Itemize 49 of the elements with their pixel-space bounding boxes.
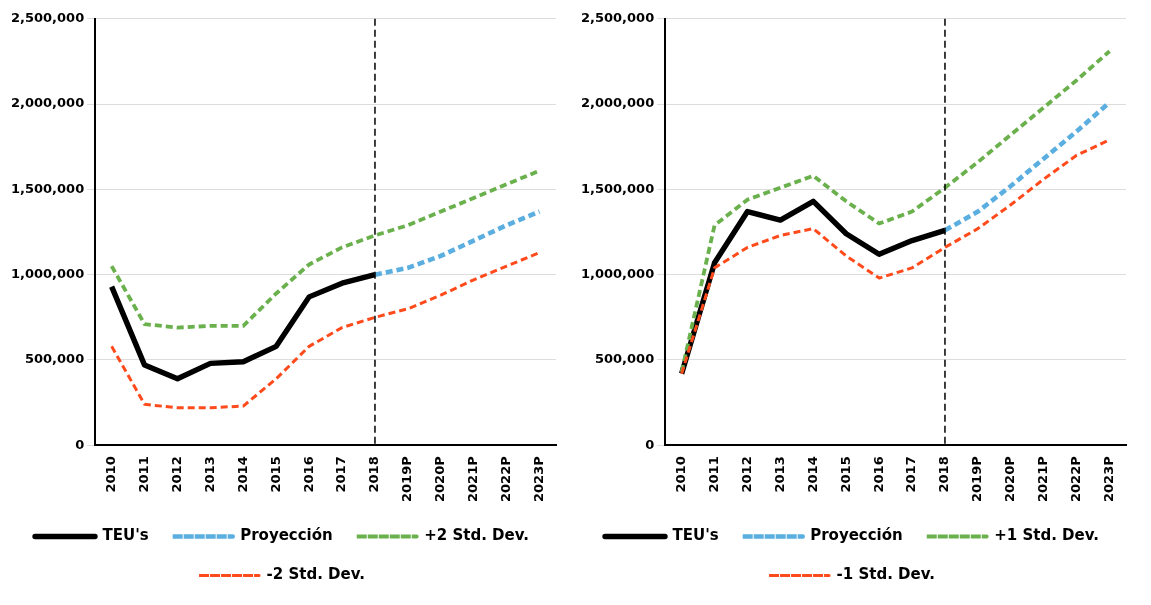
legend-label: TEU's [672,526,719,545]
y-tick-label: 2,000,000 [10,95,85,111]
y-tick-label: 2,500,000 [580,10,655,26]
x-tick-label: 2022P [498,456,513,503]
y-tick-label: 0 [645,436,655,452]
x-tick-label: 2022P [1068,456,1083,503]
legend-label: -2 Std. Dev. [266,565,365,584]
legend-label: -1 Std. Dev. [836,565,935,584]
y-tick-label: 1,000,000 [580,266,655,282]
x-tick-label: 2014 [234,456,250,493]
x-tick-label: 2018 [366,456,382,493]
x-tick-label: 2017 [903,456,919,493]
x-tick-label: 2012 [738,456,754,493]
y-tick-label: 2,500,000 [10,10,85,26]
x-tick-label: 2015 [837,456,853,493]
x-tick-label: 2021P [465,456,481,503]
x-tick-label: 2011 [705,456,721,493]
x-tick-label: 2013 [771,456,787,493]
x-tick-label: 2016 [870,456,886,493]
legend-label: Proyección [810,526,903,545]
x-tick-label: 2023P [1100,456,1116,503]
x-tick-label: 2020P [432,456,448,503]
x-tick-label: 2023P [530,456,546,503]
legend-label: +2 Std. Dev. [424,526,529,545]
x-tick-label: 2012 [168,456,184,493]
y-tick-label: 0 [75,436,85,452]
x-tick-label: 2021P [1035,456,1051,503]
x-tick-label: 2015 [267,456,283,493]
x-tick-label: 2019P [399,456,415,503]
y-tick-label: 1,000,000 [10,266,85,282]
x-tick-label: 2016 [300,456,316,493]
y-tick-label: 1,500,000 [10,180,85,196]
legend-label: TEU's [102,526,149,545]
legend-label: +1 Std. Dev. [994,526,1099,545]
x-tick-label: 2010 [103,456,119,493]
x-tick-label: 2011 [135,456,151,493]
y-tick-label: 1,500,000 [580,180,655,196]
legend-label: Proyección [240,526,333,545]
x-tick-label: 2019P [969,456,985,503]
y-tick-label: 500,000 [594,351,655,367]
x-tick-label: 2018 [936,456,952,493]
line-series [679,49,1112,374]
x-tick-label: 2013 [201,456,217,493]
x-tick-label: 2020P [1002,456,1018,503]
x-tick-label: 2014 [804,456,820,493]
x-tick-label: 2017 [333,456,349,493]
x-tick-label: 2010 [673,456,689,493]
y-tick-label: 500,000 [24,351,85,367]
y-tick-label: 2,000,000 [580,95,655,111]
